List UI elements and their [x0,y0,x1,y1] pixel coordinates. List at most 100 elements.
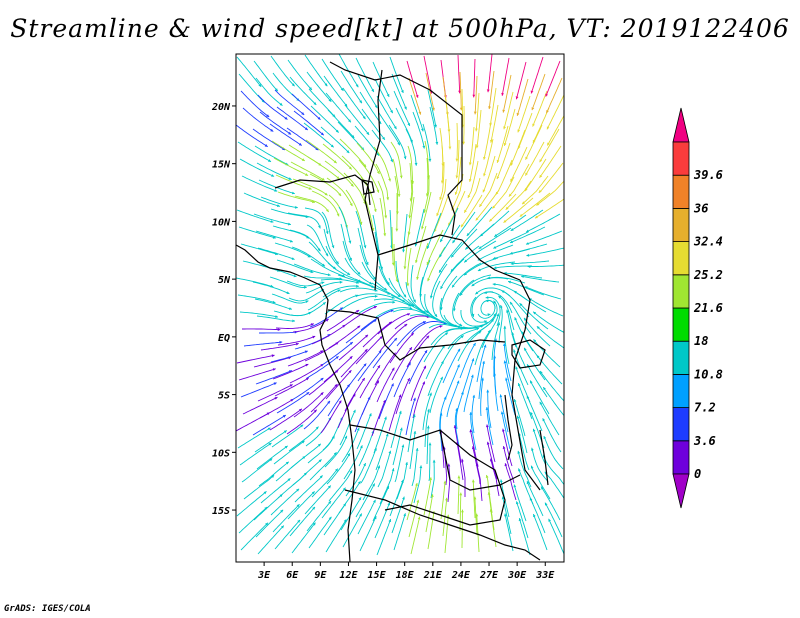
colorbar-label: 0 [694,467,701,481]
streamline-arrow [373,306,377,309]
streamline-arrow [536,326,540,330]
streamline-arrow [426,245,430,249]
streamline [269,408,303,431]
streamline-arrow [364,349,368,352]
streamline [525,124,543,160]
streamline [432,280,441,318]
streamline [439,224,461,258]
streamline-arrow [427,278,430,282]
streamline [389,209,393,249]
streamline [395,107,413,143]
streamline-arrow [320,350,324,354]
streamline-arrow [312,506,315,510]
streamline-arrow [514,317,518,321]
streamline [402,213,408,253]
streamline [289,363,324,384]
streamline [518,517,531,556]
streamline-arrow [266,114,270,117]
streamline [288,288,325,302]
streamline-arrow [513,291,517,294]
streamline-arrow [349,356,353,360]
streamline-arrow [340,307,343,311]
streamline [446,380,460,418]
streamline-arrow [309,87,312,90]
streamline [293,391,324,418]
lat-tick-label: 15S [212,506,230,517]
streamline-arrow [517,383,521,387]
streamline [518,432,530,471]
streamline-arrow [391,296,395,299]
streamline [476,513,480,553]
streamline-arrow [446,514,450,518]
streamline [286,127,319,151]
streamline [430,459,435,499]
streamline-arrow [498,295,502,299]
streamline-arrow [470,374,474,378]
streamline [490,104,499,143]
streamline [354,125,380,157]
streamline-arrow [324,83,328,87]
streamline-arrow [382,136,385,140]
streamline-arrow [271,174,275,177]
streamline [373,146,391,182]
streamline-arrow [399,175,403,179]
streamline-arrow [373,516,377,520]
streamline [510,260,550,265]
streamline-arrow [390,110,393,114]
streamline [338,480,361,514]
streamline [430,263,448,299]
streamline-arrow [349,470,353,474]
streamline [517,112,533,149]
streamline-arrow [493,300,497,304]
streamline [257,384,293,402]
streamline [242,260,281,272]
streamline-arrow [422,321,426,324]
streamline [241,458,273,483]
streamline-arrow [511,332,515,336]
streamline-arrow [455,408,458,411]
streamline [545,77,563,114]
colorbar-label: 25.2 [693,268,723,282]
streamline [271,140,306,162]
streamline-arrow [287,478,291,482]
streamline-arrow [503,219,507,223]
streamline-arrow [533,311,537,315]
streamline [488,193,517,222]
streamline-arrow [264,507,268,510]
streamline [307,289,341,311]
streamline [452,292,463,327]
streamline-arrow [346,150,350,153]
streamline [291,377,324,401]
streamline [344,257,373,285]
streamline-arrow [434,124,437,128]
streamline [423,55,433,94]
streamline-arrow [454,191,458,195]
streamline [290,443,322,469]
streamline-arrow [468,179,472,182]
streamline-arrow [471,479,475,483]
streamline [433,195,449,233]
streamline [404,230,410,270]
streamline-arrow [484,320,487,324]
streamline [523,347,546,381]
streamline [291,522,316,554]
streamline [422,123,431,162]
streamline [394,175,398,215]
streamline-arrow [373,209,377,212]
streamline-arrow [457,348,461,352]
streamline-arrow [530,380,533,384]
streamline-arrow [415,260,418,263]
streamline [478,360,485,400]
streamline-arrow [546,110,549,114]
streamline-arrow [522,201,525,205]
streamline [311,468,339,498]
streamline [287,59,313,91]
streamline-arrow [348,119,351,123]
lake-chad [361,179,375,195]
streamline-arrow [347,272,351,275]
streamline [237,141,272,163]
streamline-arrow [428,158,432,162]
streamline [501,57,510,96]
streamline-arrow [459,107,463,111]
streamline-arrow [275,88,278,92]
